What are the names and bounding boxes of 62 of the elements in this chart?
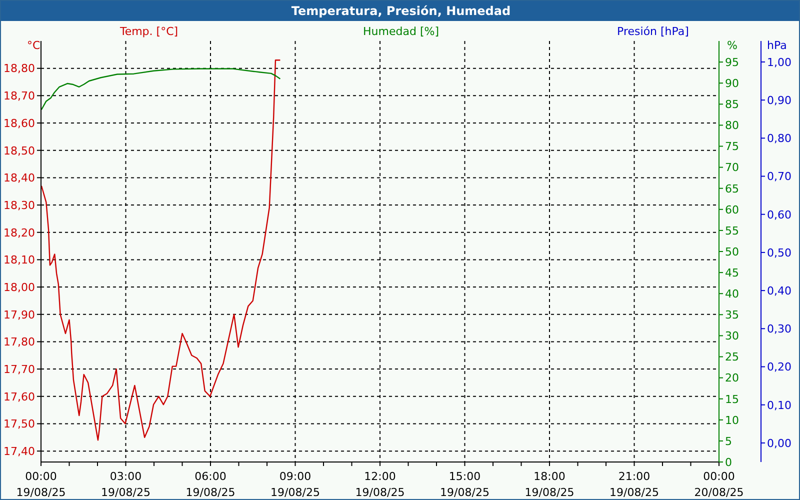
y3-tick-label: 0,00 xyxy=(767,436,792,450)
y-tick-label: 17,40 xyxy=(4,444,35,458)
y-axis-title: °C xyxy=(27,39,40,52)
y-tick-label: 18,40 xyxy=(4,172,35,185)
y2-tick-label: 55 xyxy=(725,224,739,238)
y-tick-label: 18,70 xyxy=(4,90,35,103)
y2-tick-label: 40 xyxy=(725,288,739,301)
x-tick-label: 18:00 19/08/25 xyxy=(524,470,574,499)
y2-tick-label: 10 xyxy=(725,414,739,427)
x-tick-label: 03:00 19/08/25 xyxy=(101,470,150,499)
y2-tick-label: 90 xyxy=(725,77,739,90)
y2-tick-label: 95 xyxy=(725,56,739,69)
y-tick-label: 18,30 xyxy=(4,198,35,212)
x-tick-label: 00:00 19/08/25 xyxy=(16,470,66,499)
y3-tick-label: 0,80 xyxy=(767,132,792,146)
y-tick-label: 18,20 xyxy=(4,226,35,240)
y2-tick-label: 85 xyxy=(725,98,739,112)
x-tick-label: 09:00 19/08/25 xyxy=(270,470,320,499)
y-tick-label: 18,00 xyxy=(4,280,35,294)
y2-tick-label: 80 xyxy=(725,119,739,132)
x-tick-label: 21:00 19/08/25 xyxy=(610,470,659,499)
y3-tick-label: 0,10 xyxy=(767,398,792,412)
y-tick-label: 17,60 xyxy=(4,390,35,404)
y2-tick-label: 65 xyxy=(725,182,739,196)
text: Humedad [%] xyxy=(363,25,439,38)
x-tick-label: 12:00 19/08/25 xyxy=(355,470,405,499)
y2-tick-label: 5 xyxy=(725,434,732,448)
y2-tick-label: 60 xyxy=(725,203,739,216)
y2-tick-label: 45 xyxy=(725,266,739,280)
y2-axis-title: % xyxy=(727,39,738,52)
chart-title: Temperatura, Presión, Humedad xyxy=(1,1,800,21)
y2-tick-label: 15 xyxy=(725,392,739,406)
y2-tick-label: 50 xyxy=(725,245,739,258)
x-tick-label: 00:00 20/08/25 xyxy=(694,470,744,499)
y2-tick-label: 75 xyxy=(725,140,739,154)
y3-tick-label: 0,90 xyxy=(767,94,792,107)
x-tick-label: 06:00 19/08/25 xyxy=(186,470,236,499)
y-tick-label: 17,90 xyxy=(4,308,35,322)
legend-label: Presión [hPa] xyxy=(617,25,689,38)
y3-tick-label: 0,50 xyxy=(767,246,792,260)
y-tick-label: 18,80 xyxy=(4,62,35,76)
y3-tick-label: 0,70 xyxy=(767,170,792,184)
y2-tick-label: 70 xyxy=(725,161,739,174)
y-tick-label: 18,50 xyxy=(4,144,35,158)
y-tick-label: 17,50 xyxy=(4,418,35,431)
y3-axis-title: hPa xyxy=(767,39,787,52)
y2-tick-label: 25 xyxy=(725,350,739,364)
y-tick-label: 18,10 xyxy=(4,254,35,267)
y3-tick-label: 0,60 xyxy=(767,208,792,222)
y2-tick-label: 0 xyxy=(725,456,732,469)
y2-tick-label: 20 xyxy=(725,372,739,385)
y-tick-label: 17,80 xyxy=(4,336,35,349)
x-tick-label: 15:00 19/08/25 xyxy=(440,470,490,499)
y3-tick-label: 0,40 xyxy=(767,284,792,298)
y2-tick-label: 35 xyxy=(725,308,739,322)
text: Temp. [°C] xyxy=(120,25,178,38)
y3-tick-label: 1,00 xyxy=(767,56,792,69)
y-tick-label: 17,70 xyxy=(4,362,35,376)
y2-tick-label: 30 xyxy=(725,330,739,343)
y-tick-label: 18,60 xyxy=(4,116,35,130)
y3-tick-label: 0,20 xyxy=(767,360,792,374)
y3-tick-label: 0,30 xyxy=(767,322,792,336)
